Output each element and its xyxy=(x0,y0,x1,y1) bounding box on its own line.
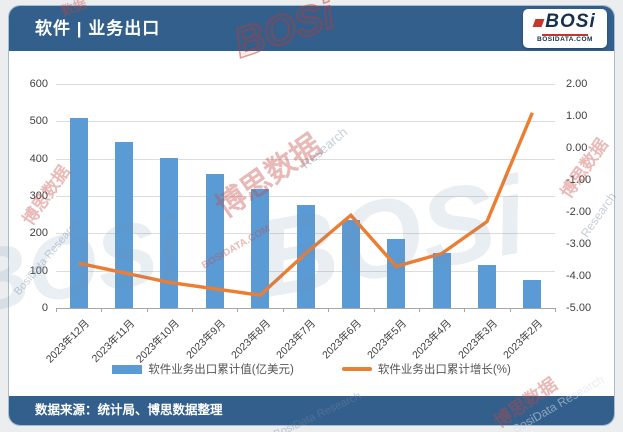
y-axis-label-left: 600 xyxy=(29,78,48,90)
chart-plot-area: 软件业务出口累计值(亿美元) 软件业务出口累计增长(%) 0 100 200 300 4… xyxy=(9,51,614,396)
x-axis-tick xyxy=(192,308,194,312)
bar-2023年4月 xyxy=(432,253,451,308)
y-axis-label-right: -2.00 xyxy=(566,206,592,218)
gridline xyxy=(56,121,555,123)
chart-card: 软件 | 业务出口 BOSi BOSIDATA.COM 软件业务出口累计值(亿美… xyxy=(8,5,615,426)
x-axis-label: 2023年10月 xyxy=(134,317,183,366)
y-axis-label-left: 200 xyxy=(29,227,48,240)
logo-underline xyxy=(542,34,588,36)
y-axis-label-right: -3.00 xyxy=(566,238,592,250)
x-axis-label: 2023年2月 xyxy=(501,317,546,362)
y-axis-label-left: 300 xyxy=(29,190,48,202)
line-series-label: 软件业务出口累计增长(%) xyxy=(377,364,511,376)
bar-2023年2月 xyxy=(523,280,542,308)
bar-2023年7月 xyxy=(296,204,315,308)
bosi-logo: BOSi BOSIDATA.COM xyxy=(523,9,607,48)
y-axis-label-right: 0.00 xyxy=(566,142,588,154)
bar-series-label: 软件业务出口累计值(亿美元) xyxy=(148,364,294,376)
bar-2023年6月 xyxy=(341,220,360,308)
x-axis-tick xyxy=(418,308,420,312)
bosi-logo-text: BOSi xyxy=(523,10,607,34)
x-axis-tick xyxy=(328,308,330,312)
y-axis-label-left: 100 xyxy=(29,264,48,277)
bar-2023年5月 xyxy=(387,239,406,308)
bosi-logo-subtext: BOSIDATA.COM xyxy=(537,36,593,43)
y-axis-label-right: -1.00 xyxy=(566,174,592,186)
bar-2023年8月 xyxy=(251,189,270,308)
bar-2023年12月 xyxy=(69,117,88,308)
x-axis-label: 2023年6月 xyxy=(319,317,364,362)
bar-2023年11月 xyxy=(115,141,134,308)
x-axis-label: 2023年7月 xyxy=(274,317,319,362)
y-axis-label-right: -5.00 xyxy=(566,302,592,314)
x-axis-tick xyxy=(146,308,148,312)
bar-2023年9月 xyxy=(205,173,224,308)
y-axis-label-left: 400 xyxy=(29,152,48,165)
x-axis-label: 2023年3月 xyxy=(455,317,500,362)
y-axis-label-right: 1.00 xyxy=(566,110,588,122)
x-axis-tick xyxy=(237,308,239,312)
x-axis-label: 2023年8月 xyxy=(229,317,274,362)
x-axis-label: 2023年12月 xyxy=(43,317,92,366)
x-axis-tick xyxy=(282,308,284,312)
legend-item-line-series: 软件业务出口累计增长(%) xyxy=(341,361,511,377)
header-bar: 软件 | 业务出口 BOSi BOSIDATA.COM xyxy=(9,6,614,51)
y-axis-label-left: 0 xyxy=(41,302,48,314)
x-axis-tick xyxy=(509,308,511,312)
logo-flag-icon xyxy=(532,19,545,27)
legend-item-bar-series: 软件业务出口累计值(亿美元) xyxy=(112,361,294,377)
x-axis-tick xyxy=(464,308,466,312)
x-axis-tick xyxy=(373,308,375,312)
page-title: 软件 | 业务出口 xyxy=(35,19,161,38)
x-axis-line xyxy=(56,308,555,309)
bar-2023年10月 xyxy=(160,157,179,308)
data-source-text: 数据来源：统计局、博思数据整理 xyxy=(35,403,223,417)
x-axis-label: 2023年9月 xyxy=(183,317,228,362)
x-axis-tick xyxy=(56,308,57,312)
gridline xyxy=(56,84,555,85)
y-axis-label-right: 2.00 xyxy=(566,78,588,90)
legend: 软件业务出口累计值(亿美元) 软件业务出口累计增长(%) xyxy=(9,361,614,377)
bar-series-swatch xyxy=(112,364,143,374)
line-series-swatch xyxy=(341,367,372,371)
y-axis-label-right: -4.00 xyxy=(566,270,592,282)
bar-2023年3月 xyxy=(477,265,496,308)
x-axis-tick xyxy=(555,308,556,312)
data-source-bar: 数据来源：统计局、博思数据整理 xyxy=(9,396,614,425)
x-axis-tick xyxy=(101,308,103,312)
x-axis-label: 2023年4月 xyxy=(410,317,455,362)
y-axis-label-left: 500 xyxy=(29,115,48,128)
x-axis-label: 2023年11月 xyxy=(89,317,137,365)
x-axis-label: 2023年5月 xyxy=(365,317,410,362)
